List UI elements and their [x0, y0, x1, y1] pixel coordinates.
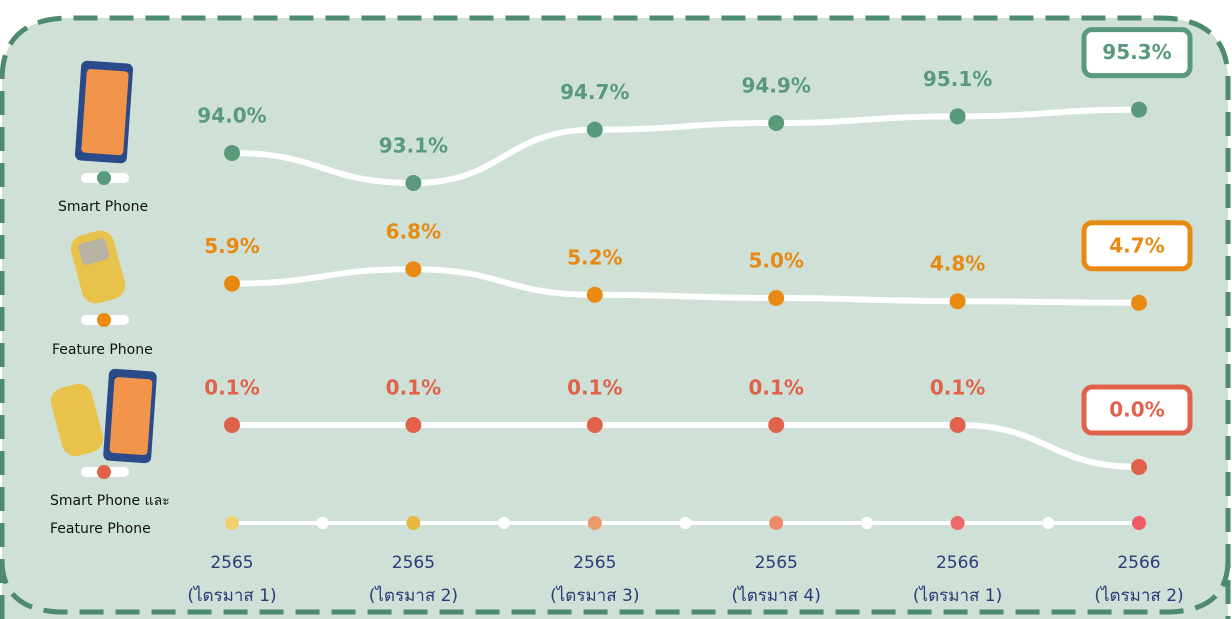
timeline-gap-dot	[679, 517, 692, 529]
x-tick-label: (ไตรมาส 4)	[732, 585, 821, 606]
series-line	[231, 421, 1140, 470]
value-label: 0.1%	[386, 376, 441, 400]
series-name: Feature Phone	[52, 342, 153, 358]
highlight-box	[1081, 384, 1193, 436]
data-point	[586, 286, 603, 303]
timeline-dot	[225, 516, 239, 530]
value-label: 0.1%	[748, 376, 803, 400]
value-label: 5.0%	[748, 249, 803, 273]
value-label: 6.8%	[386, 220, 441, 244]
value-label: 5.2%	[567, 245, 622, 269]
data-point	[768, 290, 785, 306]
timeline-gap-dot	[1042, 517, 1055, 529]
data-point	[224, 275, 240, 292]
value-label: 94.0%	[197, 104, 266, 128]
timeline-dot	[950, 516, 965, 530]
x-tick-label: 2566	[936, 553, 979, 573]
value-label: 94.9%	[742, 74, 811, 98]
timeline-gap-dot	[316, 517, 329, 529]
data-point	[586, 417, 603, 433]
timeline-dot	[587, 516, 602, 530]
highlight-box	[1081, 27, 1193, 79]
data-point	[1131, 101, 1147, 118]
data-point	[949, 108, 966, 125]
series-name: Smart Phone	[58, 199, 149, 215]
timeline-gap-dot	[860, 517, 873, 529]
data-point	[1131, 294, 1147, 311]
data-point	[949, 417, 966, 433]
series-name: Smart Phone และ Feature Phone	[50, 493, 170, 537]
value-label: 0.1%	[930, 376, 985, 400]
x-tick-label: (ไตรมาส 2)	[1094, 585, 1183, 606]
data-point	[405, 417, 422, 433]
x-tick-label: 2565	[755, 553, 798, 573]
both-phones-icon	[50, 368, 157, 464]
value-label: 4.7%	[1109, 233, 1164, 257]
x-tick-label: (ไตรมาส 1)	[913, 585, 1002, 606]
legend-dot	[97, 465, 111, 479]
feature-phone-icon	[70, 230, 126, 304]
value-label: 0.1%	[567, 376, 622, 400]
data-point	[768, 417, 785, 433]
data-point	[768, 115, 785, 131]
data-point	[1131, 459, 1147, 475]
x-tick-label: 2565	[392, 553, 435, 573]
x-tick-label: (ไตรมาส 3)	[550, 585, 639, 606]
data-point	[405, 261, 422, 278]
value-label: 4.8%	[930, 252, 985, 276]
timeline-gap-dot	[498, 517, 511, 529]
timeline-dot	[769, 516, 784, 530]
value-label: 0.1%	[204, 376, 259, 400]
data-point	[224, 417, 240, 433]
series-line	[231, 266, 1140, 306]
data-point	[224, 145, 240, 161]
value-label: 93.1%	[379, 134, 448, 158]
data-point	[586, 121, 603, 138]
value-label: 5.9%	[204, 234, 259, 258]
data-point	[949, 293, 966, 310]
x-tick-label: (ไตรมาส 2)	[369, 585, 458, 606]
value-label: 95.3%	[1102, 40, 1171, 64]
highlight-box	[1081, 220, 1193, 272]
timeline-dot	[406, 516, 421, 530]
data-point	[405, 175, 422, 191]
smartphone-icon	[74, 60, 134, 164]
x-tick-label: (ไตรมาส 1)	[187, 585, 276, 606]
x-tick-label: 2565	[210, 553, 253, 573]
timeline-dot	[1132, 516, 1146, 530]
value-label: 95.1%	[923, 67, 992, 91]
x-tick-label: 2566	[1117, 553, 1160, 573]
series-line	[231, 106, 1140, 187]
x-tick-label: 2565	[573, 553, 616, 573]
value-label: 94.7%	[560, 80, 629, 104]
legend-dot	[97, 313, 111, 327]
legend-dot	[97, 171, 111, 185]
panel	[0, 15, 1231, 619]
value-label: 0.0%	[1109, 398, 1164, 422]
